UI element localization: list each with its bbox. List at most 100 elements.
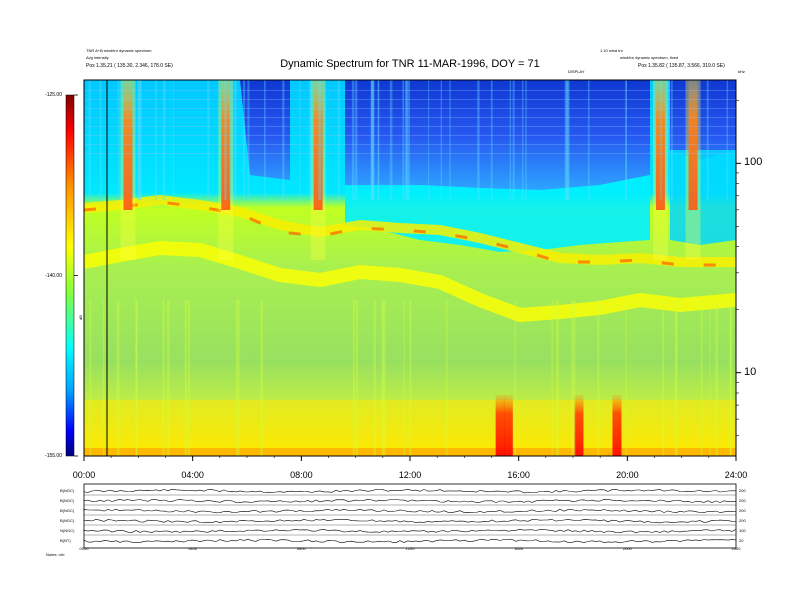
burst-0 [123,80,133,210]
texture-stripe [573,300,576,456]
header-right-line1: 1.10 wind tnr [600,48,623,53]
x-tick-label: 04:00 [181,470,204,480]
texture-stripe [162,300,165,456]
texture-stripe [706,80,709,200]
texture-stripe [352,300,356,456]
texture-hline [84,90,736,91]
texture-stripe [155,80,157,200]
header-right-line3: Pos 1.35.82 ( 135.87, 3.566, 319.0 SE) [638,63,725,69]
timeseries-x-tick-label: 0400 [188,546,198,551]
header-left-line2: Avg intensity [86,55,109,60]
texture-stripe [99,80,102,200]
texture-stripe [625,80,627,200]
header-center-small: DISPLAY [568,69,585,74]
texture-stripe [173,80,175,200]
x-tick-label: 24:00 [724,470,748,480]
texture-stripe [351,80,355,200]
colorbar-tick-label: -125.00 [45,92,62,98]
timeseries-frame [83,483,737,549]
timeseries-x-tick-label: 2400 [731,546,741,551]
texture-stripe [403,300,405,456]
timeseries-x-tick-label: 0800 [296,546,306,551]
y-tick-label: 100 [744,156,763,169]
texture-stripe [587,80,590,200]
timeseries-line [83,518,737,524]
texture-stripe [355,300,359,456]
texture-stripe [308,80,312,200]
x-tick-label: 16:00 [507,470,530,480]
texture-stripe [187,300,191,456]
texture-stripe [514,300,516,456]
footer-notes: Notes: orb [46,552,65,557]
burst-1 [221,80,231,210]
colorbar-tick-label: -140.00 [45,272,62,279]
header-corner-small: kHz [738,69,745,74]
texture-stripe [662,300,665,456]
header-left-line3: Pos 1.35.21 ( 135.30, 2.346, 178.0 SE) [86,63,173,69]
texture-stripe [668,80,670,200]
texture-stripe [299,80,301,200]
texture-stripe [377,80,380,200]
yellow-band-upper [84,194,736,267]
burst-halo-7 [652,80,668,260]
texture-stripe [243,80,246,200]
texture-stripe [373,300,376,456]
bottom-yellow-strip [84,400,736,456]
texture-stripe [675,300,678,456]
timeseries-line [83,528,737,534]
texture-stripe [404,80,408,200]
texture-stripe [234,80,237,200]
burst-6 [612,395,622,456]
burst-5 [574,395,584,456]
texture-hline [84,144,736,145]
timeseries-line [83,488,736,494]
texture-stripe [282,80,285,200]
timeseries-right-tick: 20 [739,538,744,543]
texture-stripe [382,300,386,456]
x-tick-label: 20:00 [616,470,639,480]
texture-hline [84,99,736,100]
texture-stripe [440,80,442,200]
burst-2 [313,80,323,210]
burst-7 [655,80,665,210]
texture-hline [84,135,736,136]
timeseries-x-tick-label: 1200 [405,546,415,551]
texture-stripe [89,300,92,456]
texture-stripe [477,80,480,200]
texture-stripe [247,80,250,200]
texture-hline [84,108,736,109]
texture-stripe [138,80,140,200]
texture-stripe [715,300,719,456]
texture-stripe [625,80,627,200]
texture-stripe [116,300,120,456]
texture-stripe [597,300,600,456]
texture-stripe [409,300,412,456]
upper-blue-region [240,80,736,190]
header-right-line2: wind/tnr dynamic spectrum, fixed [620,55,679,60]
texture-stripe [729,300,732,456]
texture-stripe [551,300,553,456]
yellow-band-lower [84,240,736,323]
timeseries-line [83,498,736,504]
texture-stripe [337,80,340,200]
texture-hline [84,153,736,154]
timeseries-right-tick: 200 [739,498,746,503]
texture-stripe [355,80,358,200]
texture-stripe [166,300,170,456]
timeseries-label: B(NGC) [60,488,75,493]
texture-stripe [117,80,120,200]
timeseries-label: B(NGC) [60,518,75,523]
texture-stripe [509,80,512,200]
texture-stripe [88,80,91,200]
texture-stripe [660,80,662,200]
texture-stripe [207,80,210,200]
cyan-region-right [670,150,736,245]
texture-stripe [565,80,569,200]
texture-stripe [625,300,627,456]
texture-stripe [102,300,105,456]
texture-stripe [445,300,448,456]
texture-stripe [370,80,373,200]
texture-stripe [260,300,263,456]
burst-halo-0 [120,80,136,260]
texture-stripe [407,80,410,200]
